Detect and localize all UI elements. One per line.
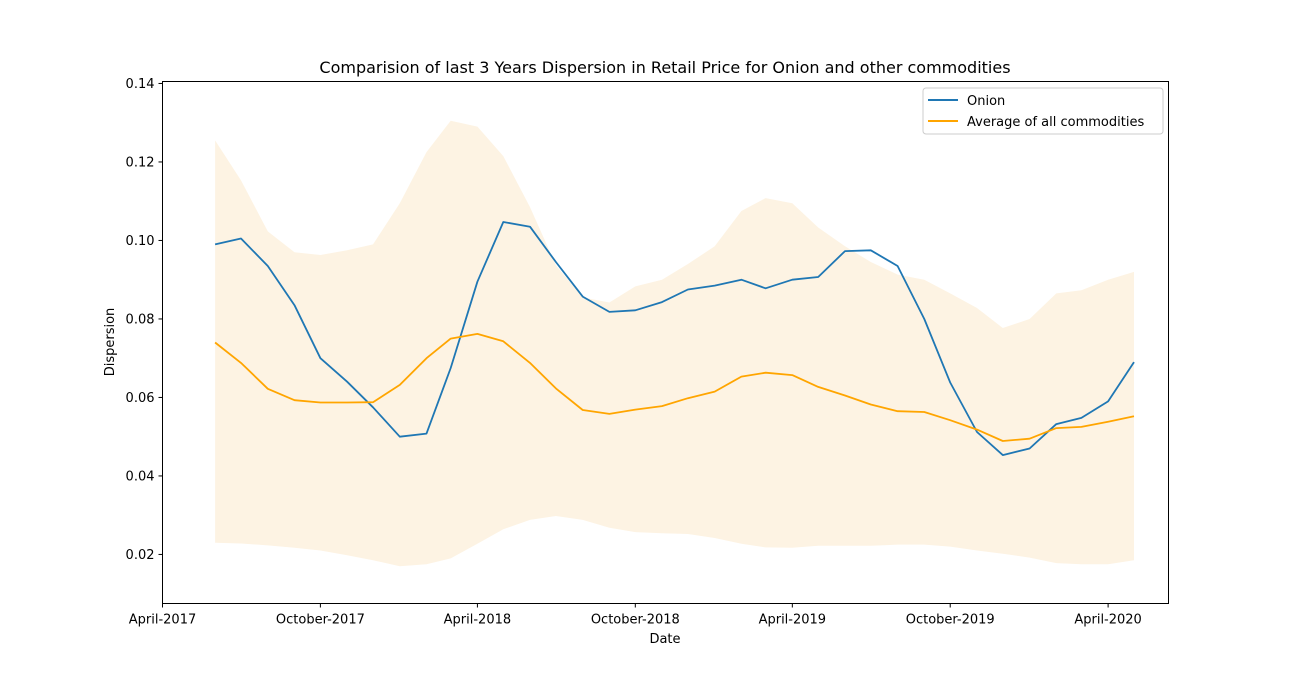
plot-frame <box>162 81 1169 604</box>
x-tick-label: April-2017 <box>129 613 197 628</box>
y-axis: 0.02 0.04 0.06 0.08 0.10 0.12 0.14 <box>126 77 163 563</box>
y-tick-label: 0.06 <box>126 391 155 406</box>
range-band <box>215 120 1135 567</box>
y-tick-label: 0.14 <box>126 77 155 92</box>
legend-label-average: Average of all commodities <box>967 115 1144 130</box>
y-tick-label: 0.10 <box>126 234 155 249</box>
x-tick-label: October-2017 <box>276 613 365 628</box>
legend-box <box>922 87 1164 135</box>
x-axis: April-2017 October-2017 April-2018 October-… <box>129 603 1142 628</box>
plot-area <box>214 120 1135 567</box>
x-tick-label: April-2018 <box>444 613 512 628</box>
y-axis-label: Dispersion <box>103 308 118 377</box>
x-tick-label: April-2020 <box>1074 613 1142 628</box>
x-tick-label: April-2019 <box>759 613 827 628</box>
y-tick-label: 0.08 <box>126 312 155 327</box>
x-tick-label: October-2018 <box>591 613 680 628</box>
legend-label-onion: Onion <box>967 94 1005 109</box>
chart-title: Comparision of last 3 Years Dispersion i… <box>319 58 1010 77</box>
y-tick-label: 0.12 <box>126 155 155 170</box>
legend: Onion Average of all commodities <box>922 87 1164 135</box>
x-axis-label: Date <box>649 632 680 647</box>
y-tick-label: 0.04 <box>126 469 155 484</box>
y-tick-label: 0.02 <box>126 548 155 563</box>
x-tick-label: October-2019 <box>906 613 995 628</box>
series-line-average-of-all-commodities <box>214 332 1135 442</box>
